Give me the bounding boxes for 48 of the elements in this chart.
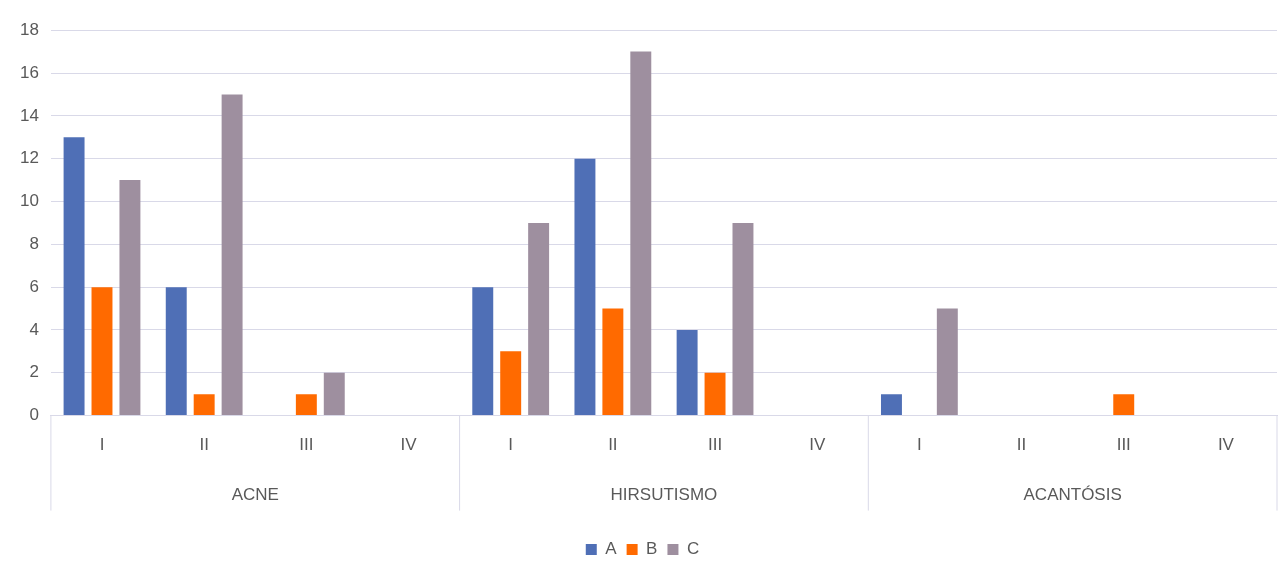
bar bbox=[602, 308, 624, 416]
x-tick-label: IV bbox=[809, 435, 826, 455]
bar bbox=[221, 94, 243, 416]
y-tick-label: 10 bbox=[19, 191, 39, 211]
y-tick-label: 12 bbox=[19, 148, 39, 168]
bar bbox=[472, 287, 494, 416]
y-tick-label: 0 bbox=[29, 405, 39, 425]
x-tick-label: II bbox=[199, 435, 209, 455]
x-tick-label: I bbox=[917, 435, 922, 455]
x-tick-label: I bbox=[508, 435, 514, 455]
y-tick-label: 2 bbox=[29, 362, 39, 382]
bar bbox=[295, 394, 317, 416]
bar bbox=[165, 287, 187, 416]
bar bbox=[323, 372, 345, 416]
y-tick-label: 14 bbox=[19, 105, 39, 125]
x-tick-label: III bbox=[707, 435, 723, 455]
bar bbox=[1113, 394, 1135, 416]
bar bbox=[936, 308, 958, 416]
x-tick-label: IV bbox=[400, 435, 418, 455]
bar bbox=[119, 180, 141, 416]
bar bbox=[880, 394, 902, 416]
x-tick-label: II bbox=[608, 435, 618, 455]
x-tick-label: III bbox=[1116, 435, 1131, 455]
x-tick-label: I bbox=[99, 435, 105, 455]
y-tick-label: 6 bbox=[29, 276, 39, 296]
y-tick-label: 4 bbox=[29, 319, 39, 339]
x-tick-label: III bbox=[299, 435, 314, 455]
text: ACNE bbox=[231, 485, 279, 505]
x-tick-label: IV bbox=[1217, 435, 1235, 455]
bar bbox=[193, 394, 215, 416]
bar bbox=[528, 222, 550, 416]
legend-label: C bbox=[686, 539, 700, 559]
bar bbox=[91, 287, 113, 416]
bar bbox=[704, 372, 726, 416]
bar bbox=[630, 51, 652, 416]
x-tick-label: II bbox=[1016, 435, 1027, 455]
bar bbox=[676, 329, 698, 416]
legend-label: B bbox=[646, 539, 658, 559]
bar bbox=[63, 137, 85, 416]
text: HIRSUTISMO bbox=[610, 485, 718, 505]
bar bbox=[500, 351, 522, 416]
y-tick-label: 8 bbox=[29, 234, 39, 253]
bar bbox=[574, 158, 596, 416]
legend-label: A bbox=[605, 539, 618, 559]
bar bbox=[732, 222, 754, 416]
y-tick-label: 18 bbox=[19, 19, 39, 39]
y-tick-label: 16 bbox=[19, 62, 39, 82]
text: ACANTÓSIS bbox=[1023, 485, 1122, 505]
